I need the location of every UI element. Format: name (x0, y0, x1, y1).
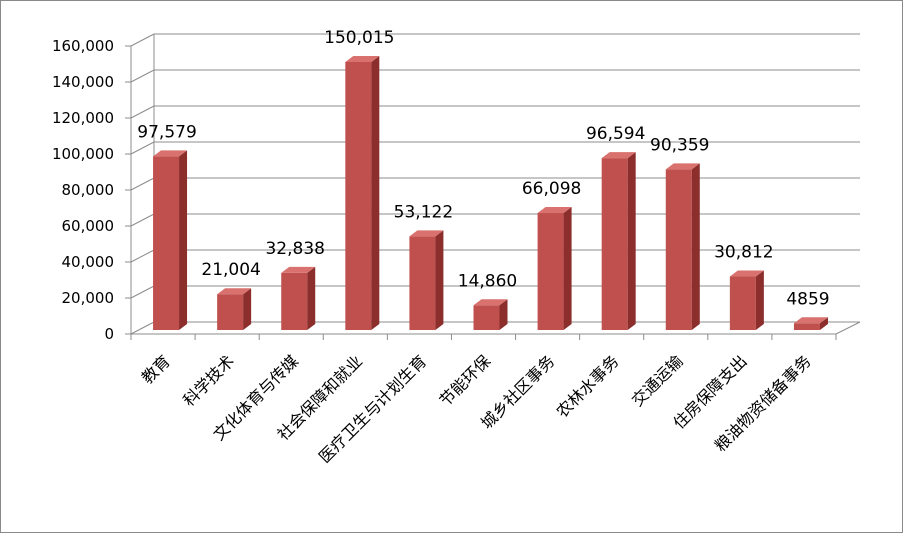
bar (281, 266, 316, 330)
data-label: 150,015 (324, 28, 394, 48)
bar-side (307, 266, 316, 330)
bar-top (409, 230, 444, 237)
y-tick-label: 140,000 (52, 73, 114, 91)
bar (665, 163, 700, 330)
gridlines (130, 33, 860, 335)
bar-front (409, 236, 436, 330)
bar-top (281, 266, 316, 273)
x-tick-label: 节能环保 (436, 351, 495, 410)
y-tick-label: 0 (104, 325, 114, 343)
data-label: 97,579 (137, 122, 196, 142)
data-label: 90,359 (650, 135, 709, 155)
gridline-depth (130, 321, 155, 335)
bar-side (627, 152, 636, 330)
gridline-depth (130, 69, 155, 83)
bar-front (473, 305, 500, 330)
y-tick-label: 20,000 (62, 289, 115, 307)
bar-side (499, 299, 508, 330)
y-tick-label: 40,000 (62, 253, 115, 271)
bar (793, 317, 828, 330)
bar-top (473, 299, 508, 306)
bar-top (793, 317, 828, 324)
bars (153, 55, 828, 331)
bar-front (217, 294, 244, 330)
bar-side (179, 150, 188, 330)
data-label: 66,098 (522, 179, 581, 199)
gridline-depth (130, 285, 155, 299)
bar-front (793, 323, 820, 330)
gridline-depth (130, 105, 155, 119)
bar-top (729, 270, 764, 277)
bar-top (345, 55, 380, 62)
gridline-depth (130, 33, 155, 47)
bar-side (435, 230, 444, 330)
y-tick-label: 100,000 (52, 145, 114, 163)
y-tick-label: 80,000 (62, 181, 115, 199)
bar (537, 207, 572, 330)
bar-top (153, 150, 188, 157)
bar (153, 150, 188, 330)
y-tick-label: 160,000 (52, 37, 114, 55)
y-tick-label: 120,000 (52, 109, 114, 127)
bar-side (691, 163, 700, 330)
floor-right-edge (835, 321, 861, 335)
data-label: 53,122 (394, 202, 453, 222)
x-tick-label: 医疗卫生与计划生育 (315, 351, 430, 466)
bar-side (563, 207, 572, 330)
bar-front (729, 276, 756, 330)
bar (217, 288, 252, 330)
bar-side (371, 55, 380, 331)
bar-front (281, 272, 308, 330)
bar-front (665, 169, 692, 330)
bar-front (537, 213, 564, 330)
bar (601, 152, 636, 330)
bar-front (345, 61, 372, 331)
axes (125, 34, 861, 340)
bar-top (537, 207, 572, 214)
x-tick-label: 农林水事务 (552, 351, 622, 421)
bar-side (819, 317, 828, 330)
bar-side (243, 288, 252, 330)
bar (729, 270, 764, 330)
x-tick-label: 科学技术 (179, 351, 238, 410)
data-label: 30,812 (714, 243, 773, 263)
gridline-depth (130, 249, 155, 263)
y-tick-label: 60,000 (62, 217, 115, 235)
bar (409, 230, 444, 330)
bar-top (217, 288, 252, 295)
data-label: 4859 (786, 289, 829, 309)
gridline-depth (130, 213, 155, 227)
gridline-depth (130, 177, 155, 191)
y-tick-labels: 0 20,000 40,000 60,000 80,000 100,000 120,000 1… (52, 37, 114, 343)
x-tick-label: 交通运输 (628, 351, 687, 410)
bar-front (153, 156, 180, 330)
bar (473, 299, 508, 330)
data-label: 14,860 (458, 271, 517, 291)
data-label: 32,838 (265, 239, 324, 259)
bar (345, 55, 380, 331)
data-label: 21,004 (201, 260, 260, 280)
bar-top (665, 163, 700, 170)
bar-front (601, 158, 628, 330)
bar-top (601, 152, 636, 159)
gridline-depth (130, 141, 155, 155)
bar-side (755, 270, 764, 330)
data-label: 96,594 (586, 124, 645, 144)
x-tick-label: 教育 (138, 351, 174, 387)
